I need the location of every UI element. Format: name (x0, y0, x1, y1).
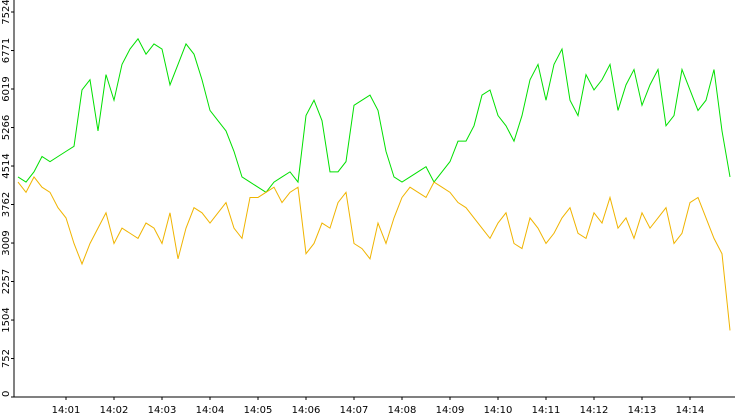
x-tick-label: 14:07 (340, 405, 369, 415)
y-tick-label: 6771 (1, 38, 12, 63)
x-tick-label: 14:12 (580, 405, 609, 415)
x-tick-label: 14:01 (52, 405, 81, 415)
y-tick-label: 752 (1, 349, 12, 368)
x-tick-label: 14:14 (676, 405, 705, 415)
y-tick-label: 4514 (1, 153, 12, 178)
y-tick-label: 0 (1, 391, 12, 397)
y-tick-label: 7524 (1, 0, 12, 25)
y-tick-label: 3762 (1, 192, 12, 217)
x-tick-label: 14:13 (628, 405, 657, 415)
x-tick-label: 14:11 (532, 405, 561, 415)
x-tick-label: 14:09 (436, 405, 465, 415)
y-tick-label: 1504 (1, 307, 12, 332)
y-tick-label: 2257 (1, 269, 12, 294)
series-line (17, 176, 731, 331)
x-tick-label: 14:03 (148, 405, 177, 415)
y-tick-label: 6019 (1, 76, 12, 101)
x-tick-label: 14:05 (244, 405, 273, 415)
series-line (17, 37, 731, 193)
x-tick-label: 14:10 (484, 405, 513, 415)
x-tick-label: 14:04 (196, 405, 225, 415)
x-tick-label: 14:06 (292, 405, 321, 415)
x-tick-label: 14:08 (388, 405, 417, 415)
x-tick-label: 14:02 (100, 405, 129, 415)
y-tick-label: 3009 (1, 230, 12, 255)
y-tick-label: 5266 (1, 115, 12, 140)
